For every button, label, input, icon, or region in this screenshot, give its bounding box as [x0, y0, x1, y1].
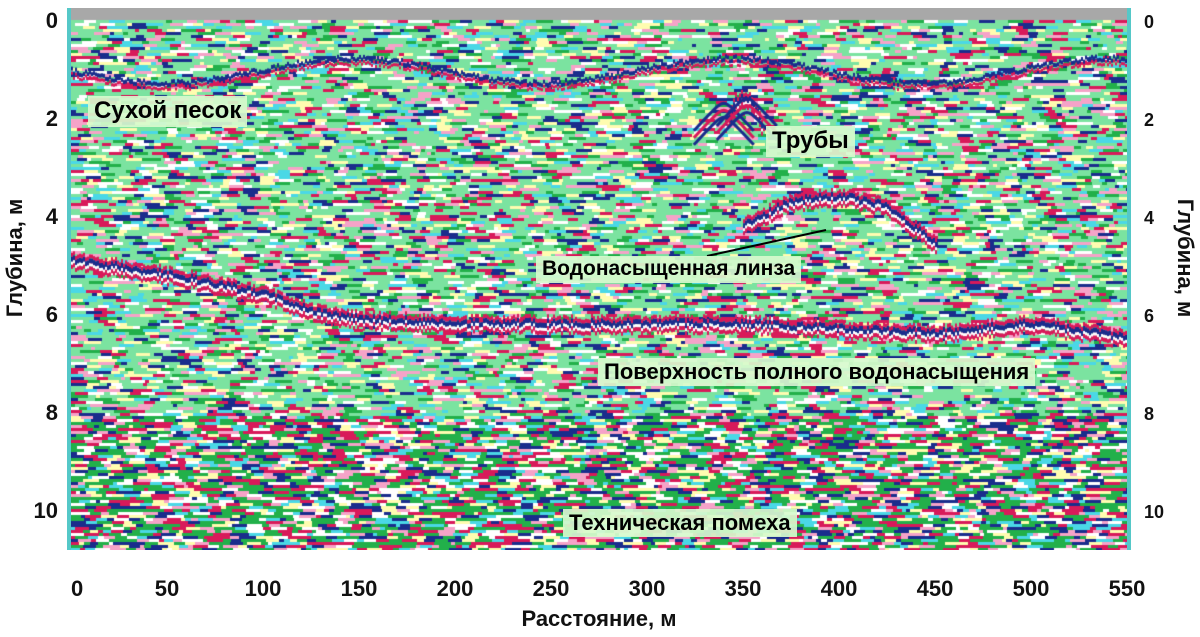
y-axis-left-ticks: 0 2 4 6 8 10: [34, 8, 59, 523]
y-axis-right-ticks: 0 2 4 6 8 10: [1144, 12, 1164, 522]
annotation-overlay: [706, 229, 827, 257]
y-tick-label-left: 0: [46, 8, 58, 33]
y-tick-label-left: 4: [46, 204, 59, 229]
annotation-technical-noise: Техническая помеха: [563, 509, 797, 538]
y-tick-label-right: 10: [1144, 502, 1164, 522]
y-tick-label-left: 10: [34, 498, 58, 523]
y-tick-label-right: 8: [1144, 404, 1154, 424]
y-tick-label-right: 2: [1144, 110, 1154, 130]
x-tick-label: 300: [629, 576, 666, 601]
x-tick-label: 500: [1013, 576, 1050, 601]
y-tick-label-left: 8: [46, 400, 58, 425]
x-tick-label: 200: [437, 576, 474, 601]
y-axis-title-left: Глубина, м: [2, 199, 27, 317]
annotation-water-saturated-lens: Водонасыщенная линза: [536, 256, 802, 284]
y-tick-label-right: 4: [1144, 208, 1154, 228]
x-tick-label: 550: [1109, 576, 1146, 601]
x-tick-label: 0: [71, 576, 83, 601]
annotation-full-saturation-surface: Поверхность полного водонасыщения: [598, 358, 1036, 387]
y-tick-label-left: 2: [46, 106, 58, 131]
y-tick-label-left: 6: [46, 302, 58, 327]
x-tick-label: 450: [917, 576, 954, 601]
x-axis-ticks: 0 50 100 150 200 250 300 350 400 450 500 550: [71, 576, 1145, 601]
annotation-dry-sand: Сухой песок: [88, 96, 248, 127]
x-tick-label: 50: [155, 576, 179, 601]
x-tick-label: 400: [821, 576, 858, 601]
x-tick-label: 250: [533, 576, 570, 601]
x-tick-label: 100: [245, 576, 282, 601]
x-tick-label: 150: [341, 576, 378, 601]
y-tick-label-right: 6: [1144, 306, 1154, 326]
x-axis-title: Расстояние, м: [521, 606, 676, 631]
annotation-pipes: Трубы: [766, 126, 855, 157]
lens-pointer-line: [706, 229, 827, 257]
y-axis-title-right: Глубина, м: [1173, 199, 1198, 317]
y-tick-label-right: 0: [1144, 12, 1154, 32]
x-tick-label: 350: [725, 576, 762, 601]
